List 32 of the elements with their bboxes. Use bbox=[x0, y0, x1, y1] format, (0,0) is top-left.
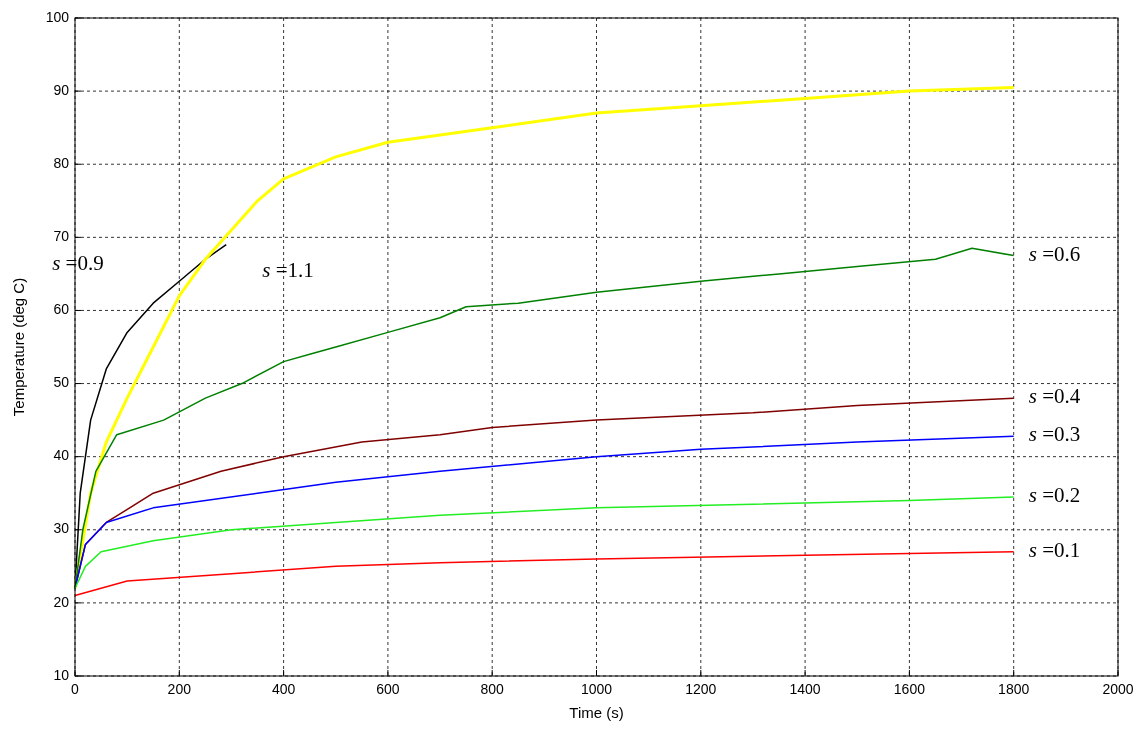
series-label: s =0.3 bbox=[1028, 422, 1081, 447]
y-axis-title: Temperature (deg C) bbox=[10, 277, 27, 417]
y-tick-label: 30 bbox=[53, 520, 70, 537]
series-label: s =0.6 bbox=[1028, 241, 1081, 266]
series-label: s =0.2 bbox=[1028, 482, 1081, 507]
x-tick-label: 400 bbox=[271, 681, 296, 697]
x-tick-label: 1000 bbox=[580, 681, 613, 697]
text: s =0.9 bbox=[52, 251, 104, 276]
x-tick-label: 0 bbox=[71, 681, 80, 697]
x-tick-label: 1800 bbox=[998, 681, 1030, 697]
y-tick-label: 70 bbox=[53, 228, 70, 245]
y-tick-label: 100 bbox=[45, 8, 70, 25]
x-tick-label: 600 bbox=[376, 681, 400, 697]
x-tick-label: 2000 bbox=[1102, 681, 1134, 697]
series-label: s =1.1 bbox=[262, 257, 314, 282]
x-tick-label: 800 bbox=[480, 681, 505, 697]
series-label: s =0.1 bbox=[1028, 537, 1081, 562]
x-tick-label: 1200 bbox=[685, 681, 717, 697]
y-tick-label: 90 bbox=[53, 81, 70, 98]
line-series bbox=[74, 550, 1015, 597]
y-tick-label: 60 bbox=[53, 301, 70, 318]
y-tick-label: 10 bbox=[53, 666, 70, 683]
x-tick-label: 200 bbox=[167, 681, 192, 697]
series-label: s =0.4 bbox=[1028, 383, 1081, 408]
y-tick-label: 20 bbox=[53, 593, 70, 610]
x-tick-label: 1600 bbox=[893, 681, 926, 697]
y-tick-label: 80 bbox=[53, 154, 70, 171]
y-tick-label: 50 bbox=[53, 374, 70, 391]
x-axis-title: Time (s) bbox=[569, 704, 624, 721]
y-tick-label: 40 bbox=[53, 447, 70, 464]
line-series bbox=[74, 496, 1015, 590]
x-tick-label: 1400 bbox=[789, 681, 821, 697]
